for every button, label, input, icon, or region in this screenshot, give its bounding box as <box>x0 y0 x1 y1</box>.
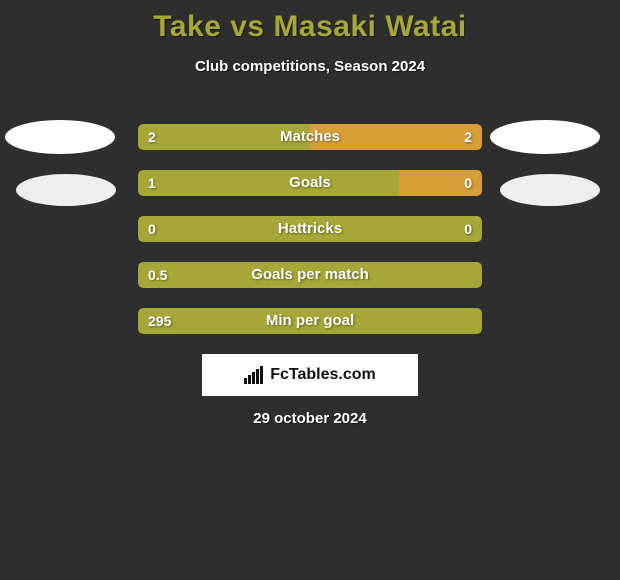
branding-box[interactable]: FcTables.com <box>202 354 418 396</box>
row-label: Goals <box>138 170 482 196</box>
row-label: Hattricks <box>138 216 482 242</box>
comparison-row: 0.5Goals per match <box>138 262 482 288</box>
comparison-row: 22Matches <box>138 124 482 150</box>
comparison-row: 00Hattricks <box>138 216 482 242</box>
page-subtitle: Club competitions, Season 2024 <box>0 58 620 75</box>
chart-bars-icon <box>244 366 266 384</box>
footer-date: 29 october 2024 <box>0 410 620 427</box>
player-right-avatar <box>490 120 600 154</box>
comparison-rows: 22Matches 10Goals 00Hattricks 0.5Goals per … <box>138 124 482 354</box>
row-label: Matches <box>138 124 482 150</box>
club-left-avatar <box>16 174 116 206</box>
branding-text: FcTables.com <box>270 366 376 384</box>
comparison-row: 295Min per goal <box>138 308 482 334</box>
player-left-avatar <box>5 120 115 154</box>
page-title: Take vs Masaki Watai <box>0 0 620 44</box>
row-label: Goals per match <box>138 262 482 288</box>
club-right-avatar <box>500 174 600 206</box>
comparison-row: 10Goals <box>138 170 482 196</box>
row-label: Min per goal <box>138 308 482 334</box>
